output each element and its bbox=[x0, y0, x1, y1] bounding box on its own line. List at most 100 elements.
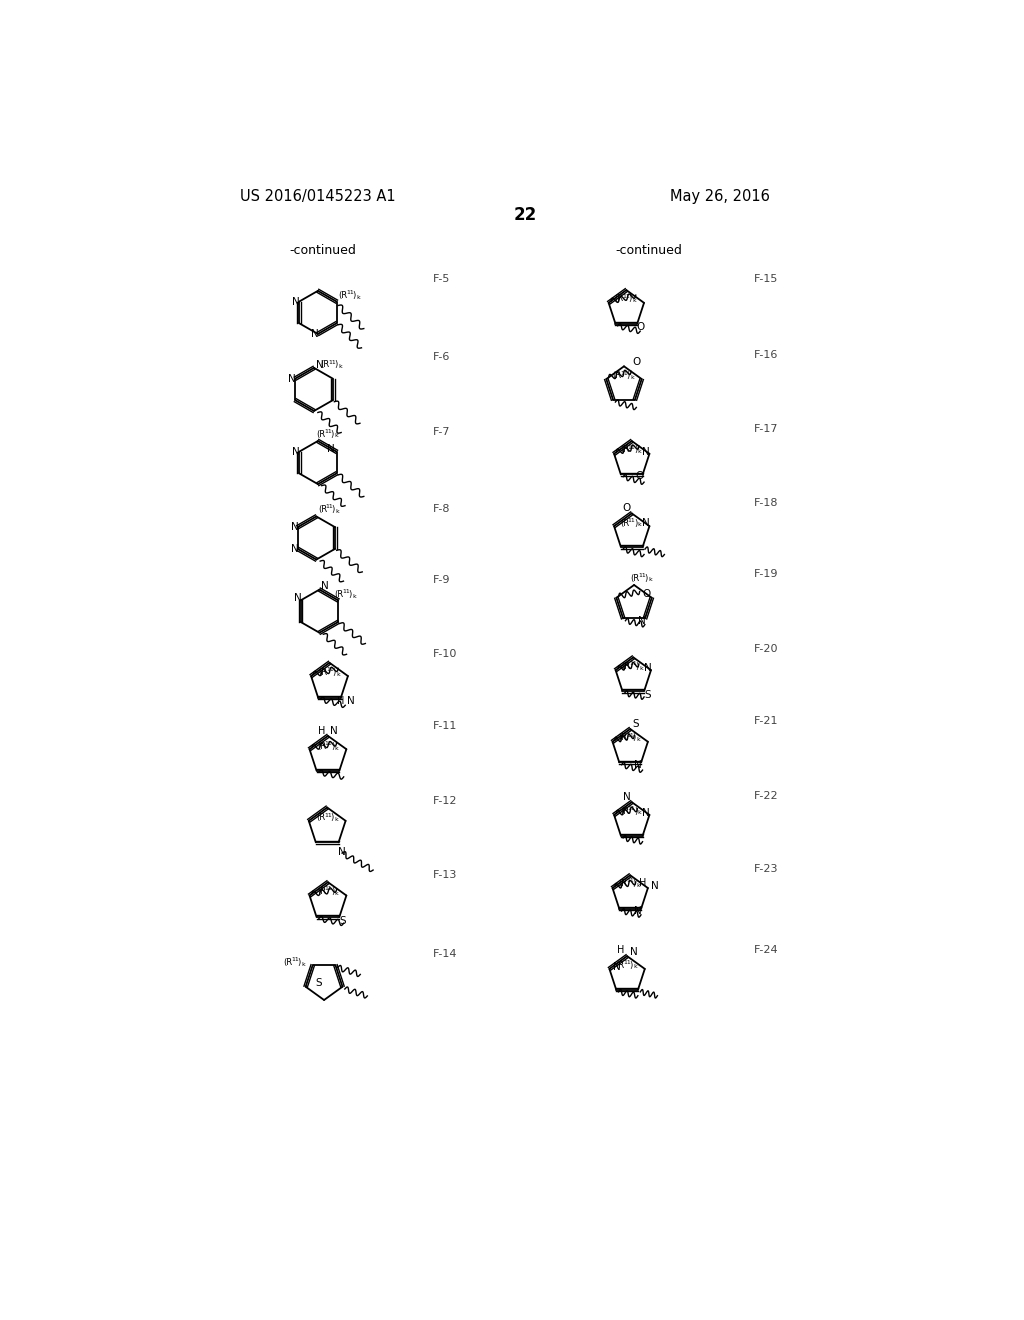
Text: (R: (R bbox=[622, 661, 631, 671]
Text: F-20: F-20 bbox=[755, 644, 778, 653]
Text: (R: (R bbox=[620, 445, 629, 454]
Text: (R: (R bbox=[630, 574, 639, 582]
Text: F-10: F-10 bbox=[432, 648, 457, 659]
Text: -continued: -continued bbox=[615, 244, 682, 257]
Text: 11: 11 bbox=[620, 371, 628, 376]
Text: (R: (R bbox=[612, 371, 622, 380]
Text: O: O bbox=[642, 589, 650, 599]
Text: O: O bbox=[623, 503, 631, 513]
Text: N: N bbox=[294, 593, 301, 603]
Text: (R: (R bbox=[614, 294, 624, 304]
Text: k: k bbox=[301, 961, 305, 966]
Text: k: k bbox=[638, 449, 642, 454]
Text: H: H bbox=[337, 697, 344, 706]
Text: F-21: F-21 bbox=[755, 715, 778, 726]
Text: ): ) bbox=[331, 429, 334, 438]
Text: k: k bbox=[638, 523, 642, 528]
Text: N: N bbox=[624, 792, 631, 801]
Text: ): ) bbox=[352, 290, 355, 300]
Text: (R: (R bbox=[620, 519, 629, 528]
Text: ): ) bbox=[348, 590, 351, 599]
Text: N: N bbox=[316, 360, 324, 370]
Text: k: k bbox=[335, 746, 339, 751]
Text: F-9: F-9 bbox=[432, 576, 451, 585]
Text: F-14: F-14 bbox=[432, 949, 457, 958]
Text: ): ) bbox=[636, 661, 639, 671]
Text: 22: 22 bbox=[513, 206, 537, 223]
Text: F-18: F-18 bbox=[755, 498, 778, 508]
Text: N: N bbox=[338, 847, 346, 857]
Text: ): ) bbox=[634, 445, 637, 454]
Text: S: S bbox=[644, 689, 651, 700]
Text: k: k bbox=[636, 883, 640, 888]
Text: 11: 11 bbox=[324, 813, 332, 817]
Text: k: k bbox=[633, 965, 637, 969]
Text: May 26, 2016: May 26, 2016 bbox=[671, 189, 770, 205]
Text: 11: 11 bbox=[342, 589, 350, 594]
Text: k: k bbox=[352, 594, 356, 599]
Text: (R: (R bbox=[316, 813, 326, 822]
Text: 11: 11 bbox=[327, 667, 334, 672]
Text: O: O bbox=[633, 356, 641, 367]
Text: (R: (R bbox=[615, 961, 625, 969]
Text: N: N bbox=[638, 616, 646, 627]
Text: F-8: F-8 bbox=[432, 504, 451, 513]
Text: N: N bbox=[634, 906, 642, 916]
Text: 11: 11 bbox=[328, 359, 336, 364]
Text: S: S bbox=[315, 978, 323, 987]
Text: F-15: F-15 bbox=[755, 275, 778, 284]
Text: F-17: F-17 bbox=[755, 425, 778, 434]
Text: 11: 11 bbox=[325, 741, 333, 746]
Text: (R: (R bbox=[335, 590, 343, 599]
Text: N: N bbox=[642, 447, 650, 457]
Text: k: k bbox=[336, 510, 339, 513]
Text: N: N bbox=[347, 697, 354, 706]
Text: F-6: F-6 bbox=[432, 352, 450, 362]
Text: N: N bbox=[612, 961, 621, 972]
Text: 11: 11 bbox=[627, 733, 634, 738]
Text: 11: 11 bbox=[346, 290, 353, 296]
Text: H: H bbox=[639, 878, 646, 888]
Text: 11: 11 bbox=[627, 878, 634, 883]
Text: (R: (R bbox=[316, 887, 326, 896]
Text: k: k bbox=[336, 672, 340, 677]
Text: N: N bbox=[291, 544, 298, 554]
Text: ): ) bbox=[630, 961, 633, 969]
Text: k: k bbox=[636, 738, 640, 742]
Text: N: N bbox=[311, 329, 318, 339]
Text: (R: (R bbox=[620, 807, 629, 816]
Text: k: k bbox=[334, 817, 338, 822]
Text: F-24: F-24 bbox=[755, 945, 779, 954]
Text: (R: (R bbox=[284, 957, 293, 966]
Text: k: k bbox=[639, 665, 643, 671]
Text: k: k bbox=[334, 433, 338, 438]
Text: ): ) bbox=[334, 360, 337, 370]
Text: N: N bbox=[291, 523, 298, 532]
Text: ): ) bbox=[332, 506, 335, 513]
Text: F-5: F-5 bbox=[432, 275, 450, 284]
Text: N: N bbox=[644, 663, 651, 673]
Text: -continued: -continued bbox=[290, 244, 356, 257]
Text: S: S bbox=[633, 718, 639, 729]
Text: N: N bbox=[642, 808, 650, 817]
Text: N: N bbox=[321, 581, 329, 591]
Text: ): ) bbox=[634, 519, 637, 528]
Text: k: k bbox=[630, 375, 634, 380]
Text: k: k bbox=[356, 294, 359, 300]
Text: N: N bbox=[288, 374, 296, 384]
Text: ): ) bbox=[627, 371, 630, 380]
Text: (R: (R bbox=[317, 506, 327, 513]
Text: ): ) bbox=[333, 668, 336, 677]
Text: H: H bbox=[617, 945, 625, 954]
Text: F-19: F-19 bbox=[755, 569, 778, 579]
Text: H: H bbox=[318, 726, 326, 735]
Text: ): ) bbox=[633, 734, 636, 742]
Text: N: N bbox=[651, 882, 658, 891]
Text: F-22: F-22 bbox=[755, 791, 779, 801]
Text: N: N bbox=[634, 760, 642, 770]
Text: (R: (R bbox=[338, 290, 347, 300]
Text: ): ) bbox=[634, 807, 637, 816]
Text: S: S bbox=[340, 916, 346, 925]
Text: 11: 11 bbox=[324, 429, 332, 434]
Text: F-12: F-12 bbox=[432, 796, 457, 807]
